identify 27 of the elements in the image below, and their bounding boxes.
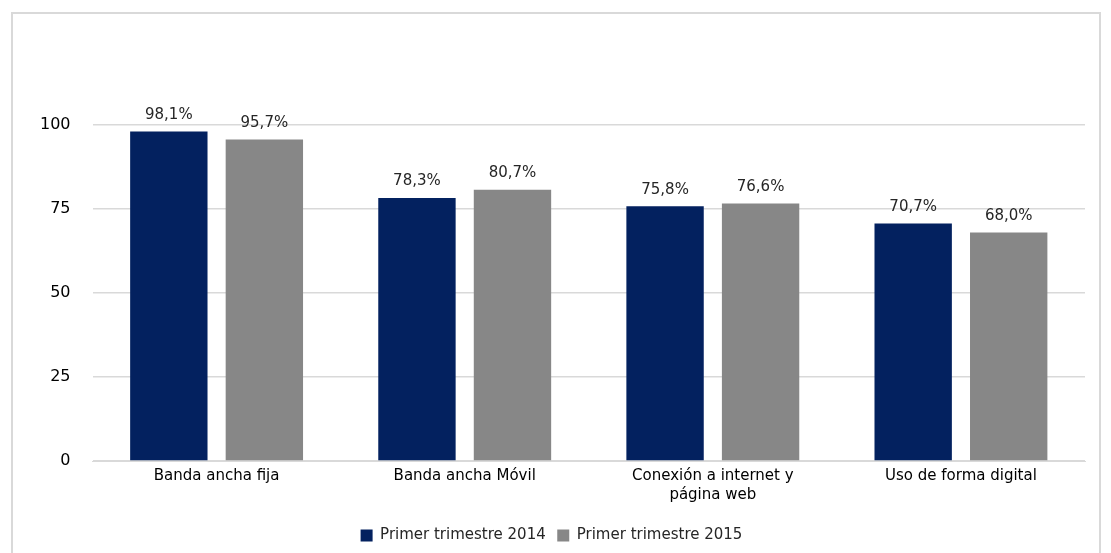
y-tick-label: 75 xyxy=(50,198,71,218)
bar xyxy=(721,203,800,461)
y-tick-label: 100 xyxy=(39,114,71,134)
bar xyxy=(473,189,552,461)
data-label: 78,3% xyxy=(393,171,441,190)
bar xyxy=(626,206,704,461)
y-tick-label: 0 xyxy=(60,450,71,470)
data-label: 76,6% xyxy=(736,177,785,196)
x-tick-label: Conexión a internet y página web xyxy=(632,466,794,504)
x-tick-label: Banda ancha Móvil xyxy=(393,466,536,485)
y-tick-label: 25 xyxy=(50,366,71,386)
legend-label: Primer trimestre 2015 xyxy=(576,525,743,544)
bar xyxy=(378,197,456,461)
data-label: 68,0% xyxy=(984,205,1033,224)
x-tick-label: Uso de forma digital xyxy=(885,466,1037,485)
bar xyxy=(130,131,208,461)
x-tick-label: Banda ancha fija xyxy=(153,466,280,485)
y-tick-label: 50 xyxy=(50,282,71,302)
bar xyxy=(874,223,952,461)
data-label: 80,7% xyxy=(488,163,537,182)
data-label: 98,1% xyxy=(145,104,193,123)
bar xyxy=(970,232,1048,461)
legend-label: Primer trimestre 2014 xyxy=(380,525,546,544)
data-label: 70,7% xyxy=(889,196,938,215)
bar xyxy=(225,139,304,461)
data-label: 95,7% xyxy=(240,112,289,131)
data-label: 75,8% xyxy=(641,179,689,198)
